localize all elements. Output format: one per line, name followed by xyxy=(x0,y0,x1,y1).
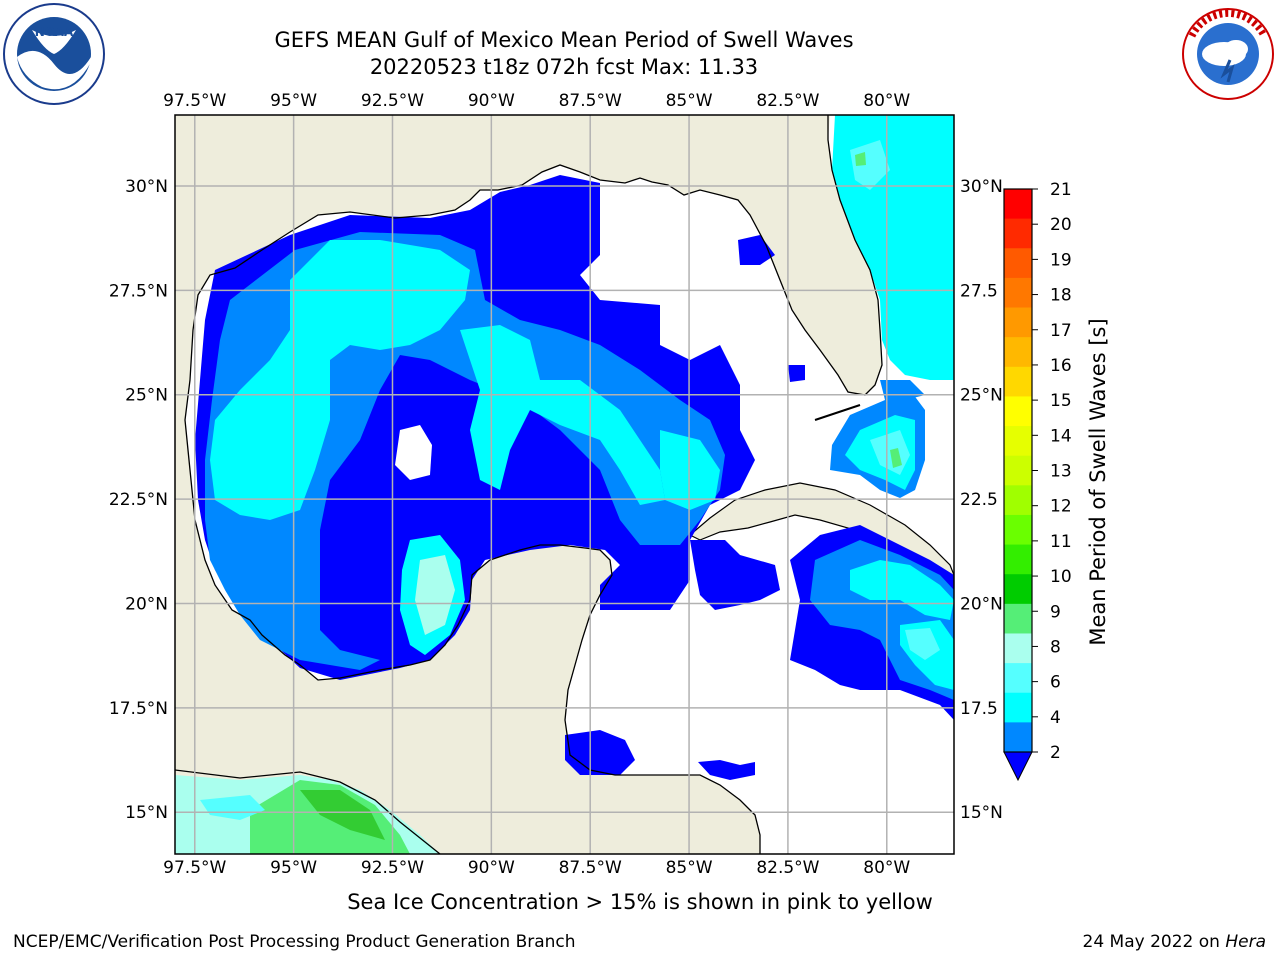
colorbar-tick-label: 15 xyxy=(1050,391,1072,411)
colorbar-segment xyxy=(1004,248,1032,279)
colorbar-segment xyxy=(1004,366,1032,397)
lon-tick-label: 92.5°W xyxy=(361,91,424,111)
colorbar-tick-label: 21 xyxy=(1050,180,1072,200)
map-frame xyxy=(174,114,955,855)
noaa-logo-text: NOAA xyxy=(35,25,74,39)
colorbar-tick-label: 19 xyxy=(1050,250,1072,270)
lat-labels-left: 30°N 27.5°N 25°N 22.5°N 20°N 17.5°N 15°N xyxy=(109,177,168,823)
colorbar-segment xyxy=(1004,277,1032,309)
lat-tick-label: 17.5 xyxy=(960,699,998,719)
colorbar-tick-label: 14 xyxy=(1050,426,1072,446)
swell-field xyxy=(175,115,954,854)
colorbar-segment xyxy=(1004,189,1032,220)
lat-labels-right: 30°N 27.5 25°N 22.5 20°N 17.5 15°N xyxy=(960,177,1003,823)
colorbar-extend-triangle xyxy=(1003,751,1033,782)
colorbar-tick-label: 12 xyxy=(1050,497,1072,517)
lon-tick-label: 97.5°W xyxy=(163,91,226,111)
colorbar-segment xyxy=(1004,426,1032,457)
lon-tick-label: 80°W xyxy=(863,858,910,878)
lat-tick-label: 15°N xyxy=(960,803,1003,823)
noaa-logo: NOAA xyxy=(3,3,105,105)
colorbar-segment xyxy=(1004,633,1032,664)
colorbar-tick-label: 17 xyxy=(1050,321,1072,341)
lat-tick-label: 30°N xyxy=(960,177,1003,197)
graticule xyxy=(175,115,954,854)
lat-tick-label: 20°N xyxy=(125,594,168,614)
colorbar-segment xyxy=(1004,722,1032,753)
colorbar: 21 20 19 18 17 16 15 14 13 12 11 10 9 8 6 4 2 xyxy=(1003,180,1072,782)
colorbar-tick-label: 9 xyxy=(1050,602,1061,622)
colorbar-segment xyxy=(1004,485,1032,516)
colorbar-tick-label: 11 xyxy=(1050,532,1072,552)
map-subtitle: 20220523 t18z 072h fcst Max: 11.33 xyxy=(369,55,759,79)
sea-ice-note: Sea Ice Concentration > 15% is shown in … xyxy=(347,890,933,914)
colorbar-segment xyxy=(1004,396,1032,427)
lat-tick-label: 17.5°N xyxy=(109,699,168,719)
footer-date-text: 24 May 2022 on xyxy=(1082,932,1226,952)
footer-credit: NCEP/EMC/Verification Post Processing Pr… xyxy=(13,932,576,952)
lat-tick-label: 25°N xyxy=(125,386,168,406)
lat-tick-label: 22.5 xyxy=(960,490,998,510)
colorbar-segment xyxy=(1004,337,1032,368)
lon-tick-label: 87.5°W xyxy=(559,858,622,878)
colorbar-tick-label: 2 xyxy=(1050,743,1061,763)
colorbar-segment xyxy=(1004,544,1032,575)
colorbar-tick-label: 10 xyxy=(1050,567,1072,587)
colorbar-tick-label: 8 xyxy=(1050,637,1061,657)
colorbar-title: Mean Period of Swell Waves [s] xyxy=(1086,318,1110,646)
colorbar-segment xyxy=(1004,692,1032,723)
lat-tick-label: 30°N xyxy=(125,177,168,197)
lat-tick-label: 27.5 xyxy=(960,281,998,301)
lon-tick-label: 85°W xyxy=(666,91,713,111)
lon-tick-label: 82.5°W xyxy=(756,858,819,878)
lon-tick-label: 95°W xyxy=(270,91,317,111)
lat-tick-label: 27.5°N xyxy=(109,281,168,301)
lon-tick-label: 90°W xyxy=(468,858,515,878)
colorbar-segment xyxy=(1004,514,1032,546)
colorbar-tick-label: 6 xyxy=(1050,673,1061,693)
lon-tick-label: 85°W xyxy=(666,858,713,878)
florida-keys xyxy=(814,404,861,421)
lon-tick-label: 82.5°W xyxy=(756,91,819,111)
lon-tick-label: 87.5°W xyxy=(559,91,622,111)
footer-host: Hera xyxy=(1225,932,1266,952)
lon-tick-label: 90°W xyxy=(468,91,515,111)
colorbar-tick-label: 16 xyxy=(1050,356,1072,376)
colorbar-tick-label: 13 xyxy=(1050,462,1072,482)
lat-tick-label: 22.5°N xyxy=(109,490,168,510)
nws-logo xyxy=(1182,8,1274,100)
pacific-coastline xyxy=(175,769,441,854)
colorbar-segment xyxy=(1004,663,1032,694)
colorbar-segment xyxy=(1004,574,1032,605)
lat-tick-label: 15°N xyxy=(125,803,168,823)
lon-tick-label: 80°W xyxy=(863,91,910,111)
colorbar-tick-label: 20 xyxy=(1050,215,1072,235)
map-title: GEFS MEAN Gulf of Mexico Mean Period of … xyxy=(274,28,854,52)
colorbar-segment xyxy=(1004,218,1032,249)
lat-tick-label: 25°N xyxy=(960,386,1003,406)
lon-labels-top: 97.5°W 95°W 92.5°W 90°W 87.5°W 85°W 82.5°W 80°W xyxy=(163,91,910,111)
colorbar-segment xyxy=(1004,455,1032,486)
lon-tick-label: 97.5°W xyxy=(163,858,226,878)
colorbar-tick-label: 4 xyxy=(1050,708,1061,728)
lon-tick-label: 95°W xyxy=(270,858,317,878)
colorbar-segment xyxy=(1004,603,1032,634)
colorbar-tick-label: 18 xyxy=(1050,286,1072,306)
lon-tick-label: 92.5°W xyxy=(361,858,424,878)
lat-tick-label: 20°N xyxy=(960,594,1003,614)
lon-labels-bottom: 97.5°W 95°W 92.5°W 90°W 87.5°W 85°W 82.5°W 80°W xyxy=(163,858,910,878)
footer-date: 24 May 2022 on Hera xyxy=(1083,932,1267,952)
colorbar-segment xyxy=(1004,307,1032,338)
